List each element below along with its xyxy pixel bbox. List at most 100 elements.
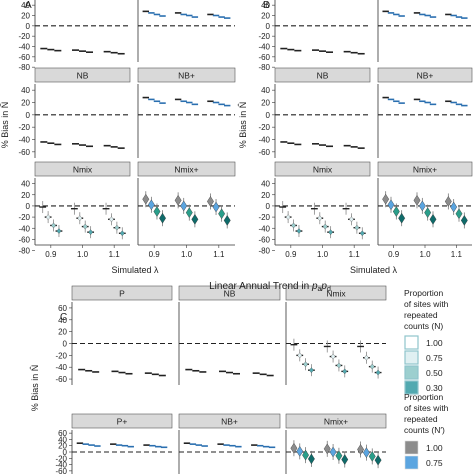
y-tick-label: -60 xyxy=(258,148,270,157)
data-point xyxy=(142,193,150,205)
legend-title: repeated xyxy=(404,310,438,320)
data-point xyxy=(392,206,400,217)
y-tick-label: 40 xyxy=(58,435,67,444)
data-point xyxy=(357,444,365,455)
legend-title: of sites with xyxy=(404,403,449,413)
y-tick-label: -40 xyxy=(18,224,30,233)
facet-strip xyxy=(274,67,371,83)
y-tick-label: -60 xyxy=(18,235,30,244)
y-tick-label: -40 xyxy=(258,136,270,145)
facet-strip xyxy=(285,285,387,301)
y-tick-label: 0 xyxy=(26,22,31,31)
y-tick-label: -60 xyxy=(258,235,270,244)
panel-letter: B xyxy=(263,0,270,11)
y-tick-label: 40 xyxy=(58,316,67,325)
y-tick-label: 60 xyxy=(58,429,67,438)
y-tick-label: -60 xyxy=(55,467,67,474)
data-point xyxy=(341,454,349,465)
data-point xyxy=(329,446,337,458)
data-point-fill xyxy=(359,230,365,237)
data-point xyxy=(418,200,426,212)
x-axis-label: Simulated λ xyxy=(350,265,398,275)
facet-strip xyxy=(137,161,236,177)
data-point-fill xyxy=(285,214,291,220)
legend-swatch xyxy=(404,350,419,365)
legend-title: repeated xyxy=(404,414,438,424)
y-tick-label: -60 xyxy=(258,53,270,62)
facet-strip-label: NB+ xyxy=(417,71,434,81)
facet-strip-label: Nmix xyxy=(313,165,333,175)
y-tick-label: 0 xyxy=(26,111,31,120)
facet-strip xyxy=(34,161,131,177)
data-point xyxy=(191,213,199,225)
data-point-fill xyxy=(375,369,381,376)
y-tick-label: -60 xyxy=(18,53,30,62)
y-tick-label: 20 xyxy=(261,99,270,108)
y-tick-label: -80 xyxy=(258,63,270,72)
x-tick-label: 1.0 xyxy=(419,250,431,259)
y-tick-label: -40 xyxy=(258,224,270,233)
facet-strip-label: Nmix+ xyxy=(413,165,437,175)
y-tick-label: 20 xyxy=(261,12,270,21)
facet-strip xyxy=(71,413,173,429)
facet-strip xyxy=(178,285,281,301)
y-tick-label: -80 xyxy=(18,63,30,72)
y-tick-label: -20 xyxy=(258,123,270,132)
data-point-fill xyxy=(349,216,354,223)
data-point-fill xyxy=(322,223,328,230)
facet-strip-label: NB xyxy=(77,71,89,81)
data-point xyxy=(382,193,390,205)
data-point-fill xyxy=(297,352,303,359)
panel-a: 40200-20-40-60-80NB40200-20-40-60NB+Nmix… xyxy=(0,0,236,275)
y-tick-label: -20 xyxy=(18,123,30,132)
legend-label: 0.50 xyxy=(426,368,443,378)
y-tick-label: 40 xyxy=(261,86,270,95)
legend-swatch xyxy=(404,335,419,350)
y-tick-label: 40 xyxy=(21,1,30,10)
data-point xyxy=(374,454,382,466)
y-tick-label: -80 xyxy=(258,247,270,256)
data-point xyxy=(424,207,432,218)
y-tick-label: -60 xyxy=(18,148,30,157)
x-tick-label: 1.1 xyxy=(109,250,121,259)
data-point-fill xyxy=(342,368,348,375)
data-point xyxy=(147,199,155,211)
data-point-fill xyxy=(51,222,56,229)
data-point-fill xyxy=(296,228,302,234)
data-point xyxy=(159,212,166,224)
x-tick-label: 1.1 xyxy=(349,250,361,259)
y-tick-label: 40 xyxy=(21,86,30,95)
x-tick-label: 1.0 xyxy=(77,250,89,259)
x-axis-label: Simulated λ xyxy=(111,265,159,275)
facet-strip-label: P+ xyxy=(117,417,128,427)
x-tick-label: 0.9 xyxy=(45,250,57,259)
legend-title: counts (N) xyxy=(404,321,443,331)
y-tick-label: 40 xyxy=(21,180,30,189)
data-point xyxy=(174,194,182,206)
facet-strip xyxy=(377,67,473,83)
panel-b: 40200-20-40-60-80NB40200-20-40-60NB+Nmix… xyxy=(238,0,473,275)
data-point-fill xyxy=(369,363,375,370)
legend-title: of sites with xyxy=(404,299,449,309)
data-point xyxy=(460,215,468,226)
y-tick-label: 20 xyxy=(21,99,30,108)
data-point xyxy=(387,199,395,211)
y-tick-label: 60 xyxy=(58,304,67,313)
data-point-fill xyxy=(309,367,314,374)
panel-letter: C xyxy=(60,312,67,323)
data-point-fill xyxy=(364,354,369,361)
data-point xyxy=(153,206,161,217)
data-point-fill xyxy=(114,224,120,231)
facet-strip xyxy=(34,67,131,83)
data-point xyxy=(450,201,458,213)
legend-label: 0.30 xyxy=(426,383,443,393)
facet-strip-label: Nmix xyxy=(73,165,93,175)
x-tick-label: 0.9 xyxy=(388,250,400,259)
data-point-fill xyxy=(56,228,62,234)
data-point-fill xyxy=(330,353,336,360)
facet-strip-label: P xyxy=(119,289,125,299)
data-point xyxy=(180,200,188,212)
y-tick-label: 0 xyxy=(63,448,68,457)
